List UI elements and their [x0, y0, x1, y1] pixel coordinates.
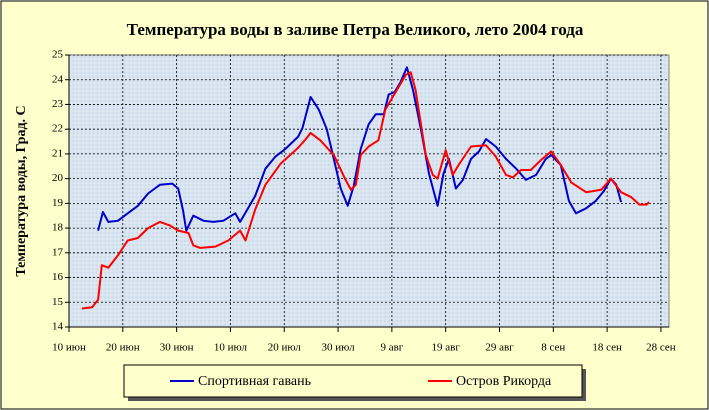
x-tick-label: 30 июн [160, 342, 194, 354]
x-tick-label: 8 сен [541, 342, 565, 354]
y-tick-label: 17 [52, 246, 64, 258]
x-tick-label: 28 сен [646, 342, 676, 354]
x-tick-label: 18 сен [592, 342, 622, 354]
y-tick-label: 16 [52, 271, 64, 283]
y-tick-label: 20 [52, 172, 64, 184]
y-tick-label: 19 [52, 197, 64, 209]
y-tick-label: 21 [52, 147, 63, 159]
plot-area [68, 54, 670, 328]
y-tick-label: 22 [52, 123, 63, 135]
x-tick-label: 20 июн [106, 342, 140, 354]
legend-label: Остров Рикорда [456, 374, 552, 389]
y-tick-label: 25 [52, 49, 64, 61]
x-tick-label: 10 июл [214, 342, 248, 354]
data-line [81, 71, 650, 310]
x-tick-label: 19 авг [432, 342, 461, 354]
data-line [97, 66, 623, 232]
y-tick-label: 15 [52, 296, 64, 308]
x-tick-label: 9 авг [380, 342, 403, 354]
chart-title: Температура воды в заливе Петра Великого… [127, 20, 584, 39]
x-tick-label: 29 авг [485, 342, 514, 354]
legend-label: Спортивная гавань [198, 374, 311, 389]
x-tick-label: 30 июл [322, 342, 356, 354]
y-axis-label: Температура воды, Град. С [14, 105, 29, 276]
y-tick-label: 14 [52, 321, 64, 333]
y-tick-label: 18 [52, 222, 64, 234]
x-tick-label: 10 июн [52, 342, 86, 354]
x-tick-label: 20 июл [268, 342, 302, 354]
y-tick-label: 23 [52, 98, 64, 110]
y-tick-label: 24 [52, 73, 64, 85]
legend [123, 364, 583, 398]
